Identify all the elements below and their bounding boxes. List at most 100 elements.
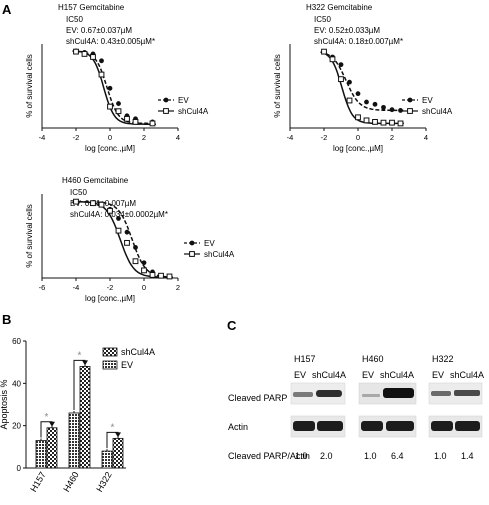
chart-1-ic50-shcul4a: shCul4A: 0.18±0.007µM* (314, 37, 403, 46)
chart-2-point-ev (141, 260, 147, 266)
bar-h157-shcul4a (46, 427, 58, 469)
chart-2-point-ev (124, 229, 130, 235)
chart-1-legend-marker-ev (407, 97, 413, 103)
blot-band-h460-ev-actin (361, 421, 383, 431)
blot-band-h157-sh-parp (316, 390, 342, 397)
chart-2-legend-label-shcul4a: shCul4A (204, 250, 235, 259)
bar-legend-swatch-ev (102, 360, 118, 370)
chart-2-x-label: log [conc.,µM] (85, 294, 135, 303)
bar-chart-y-tick-label: 20 (12, 422, 21, 431)
chart-h322-gemcitabine: H322 Gemcitabine IC50 EV: 0.52±0.033µM shCu… (273, 3, 453, 153)
bar-significance-arrow-h460 (82, 360, 88, 366)
bar-significance-star-h322: * (111, 422, 115, 433)
blot-row-label-cleaved-parp: Cleaved PARP (228, 393, 287, 403)
chart-0-legend-label-ev: EV (178, 96, 189, 105)
blot-band-h460-ev-parp (362, 394, 380, 397)
bar-legend-label-ev: EV (121, 360, 133, 370)
chart-2-point-shcul4a (141, 267, 147, 274)
blot-band-h460-sh-actin (386, 421, 414, 431)
chart-0-x-tick-label: 0 (108, 133, 112, 142)
chart-2-legend-label-ev: EV (204, 239, 215, 248)
chart-2-point-shcul4a (73, 198, 79, 205)
chart-2-x-tick-label: 2 (176, 283, 180, 292)
chart-1-point-shcul4a (380, 119, 387, 126)
chart-1-point-ev (347, 79, 352, 85)
chart-0-legend-marker-ev (163, 97, 169, 103)
chart-2-point-ev (116, 216, 121, 221)
bar-significance-arrow-h157 (49, 421, 55, 427)
chart-1-ic50-ev: EV: 0.52±0.033µM (314, 26, 380, 35)
blot-lane-h322-ev: EV (432, 370, 444, 380)
bar-significance-star-h157: * (45, 412, 49, 423)
chart-1-point-ev (364, 99, 369, 105)
bar-h322-ev (101, 450, 113, 469)
chart-0-x-tick-label: -2 (73, 133, 80, 142)
panel-label-c: C (227, 318, 237, 333)
chart-2-title: H460 Gemcitabine (62, 176, 129, 185)
chart-1-x-label: log [conc.,µM] (333, 144, 383, 153)
chart-0-legend-marker-shcul4a (163, 108, 169, 114)
chart-0-ic50-ev: EV: 0.67±0.037µM (66, 26, 132, 35)
blot-band-h322-ev-actin (431, 421, 453, 431)
bar-chart-y-tick-label: 0 (17, 464, 22, 473)
chart-1-point-ev (398, 108, 403, 113)
chart-0-point-ev (116, 101, 121, 106)
bar-chart-y-label: Apoptosis % (0, 379, 9, 429)
blot-lane-h157-shcul4a: shCul4A (312, 370, 346, 380)
chart-0-point-shcul4a (149, 120, 156, 127)
chart-1-legend-label-ev: EV (422, 96, 433, 105)
panel-label-b: B (2, 312, 11, 327)
chart-1-point-shcul4a (329, 56, 336, 63)
chart-2-point-shcul4a (158, 272, 164, 279)
blot-row-label-actin: Actin (228, 422, 248, 432)
bar-significance-arrow-h322 (115, 432, 121, 438)
chart-0-ic50-shcul4a: shCul4A: 0.43±0.005µM* (66, 37, 155, 46)
chart-2-point-shcul4a (98, 201, 105, 208)
bar-category-label-h157: H157 (28, 470, 47, 494)
chart-2-point-ev (133, 245, 138, 250)
chart-2-ic50-shcul4a: shCul4A: 0.034±0.0002µM* (70, 210, 168, 219)
chart-1-x-tick-label: -4 (287, 133, 294, 142)
chart-1-x-tick-label: 4 (424, 133, 428, 142)
chart-2-point-shcul4a (166, 273, 173, 280)
chart-1-point-shcul4a (389, 119, 395, 126)
chart-2-fit-line-ev (72, 200, 173, 278)
chart-0-point-shcul4a (132, 118, 139, 125)
chart-2-x-tick-label: -6 (39, 283, 46, 292)
chart-0-fit-line-ev (72, 50, 156, 125)
blot-ratio-h157-ev: 1.0 (295, 451, 308, 461)
panel-label-a: A (2, 2, 12, 17)
chart-1-point-ev (389, 107, 395, 113)
chart-0-legend-label-shcul4a: shCul4A (178, 107, 209, 116)
chart-1-x-tick-label: 0 (356, 133, 360, 142)
blot-band-h460-sh-parp (383, 388, 414, 398)
chart-2-point-shcul4a (107, 207, 113, 214)
chart-2-legend-marker-ev (189, 240, 195, 246)
chart-1-point-shcul4a (355, 114, 361, 121)
chart-1-point-ev (355, 91, 361, 97)
bar-h460-shcul4a (79, 365, 91, 469)
chart-0-x-tick-label: 4 (176, 133, 180, 142)
chart-0-ic50-heading: IC50 (66, 15, 83, 24)
blot-lane-h460-shcul4a: shCul4A (380, 370, 414, 380)
chart-1-legend-marker-shcul4a (407, 108, 413, 114)
chart-2-y-label: % of survival cells (25, 204, 34, 268)
blot-group-h157: H157 (294, 354, 316, 364)
chart-0-x-tick-label: 2 (142, 133, 146, 142)
chart-2-x-tick-label: 0 (142, 283, 146, 292)
chart-1-point-shcul4a (338, 76, 344, 83)
bar-category-label-h460: H460 (61, 470, 80, 494)
blot-lane-h460-ev: EV (362, 370, 374, 380)
chart-1-point-shcul4a (372, 118, 378, 125)
chart-1-point-ev (338, 62, 344, 68)
chart-1-fit-line-shcul4a (320, 51, 404, 125)
chart-0-point-shcul4a (115, 108, 122, 115)
blot-ratio-h322-ev: 1.0 (434, 451, 447, 461)
chart-2-point-shcul4a (90, 200, 96, 207)
chart-0-point-shcul4a (81, 51, 88, 57)
chart-h157-gemcitabine: H157 Gemcitabine IC50 EV: 0.67±0.037µM shCu… (25, 3, 209, 153)
blot-band-h157-sh-actin (317, 421, 343, 431)
chart-1-point-shcul4a (397, 120, 404, 127)
blot-lane-h157-ev: EV (294, 370, 306, 380)
